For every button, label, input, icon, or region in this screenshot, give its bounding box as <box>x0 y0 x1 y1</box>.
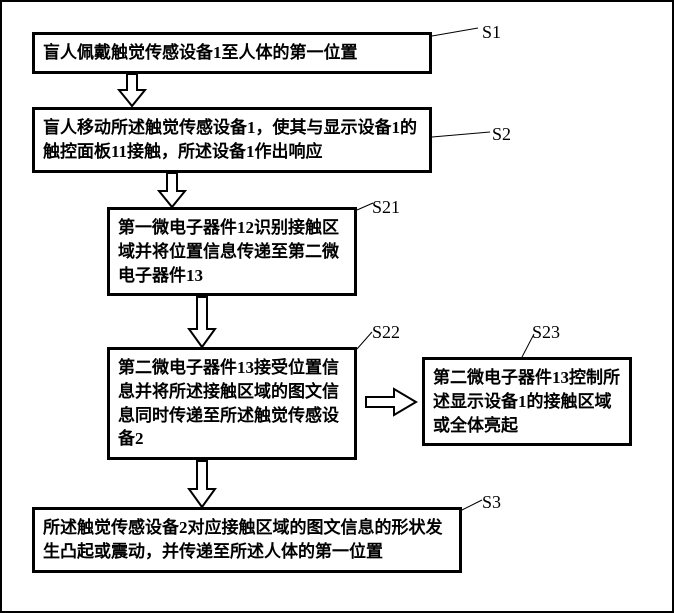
arrow-s22-s23 <box>364 387 419 422</box>
flowchart-node-s21: 第一微电子器件12识别接触区域并将位置信息传递至第二微电子器件13 <box>107 207 357 296</box>
flowchart-node-s23: 第二微电子器件13控制所述显示设备1的接触区域或全体亮起 <box>422 357 632 446</box>
flowchart-node-s1: 盲人佩戴触觉传感设备1至人体的第一位置 <box>32 32 432 74</box>
node-text: 第二微电子器件13接受位置信息并将所述接触区域的图文信息同时传递至所述触觉传感设… <box>118 358 339 448</box>
flowchart-node-s22: 第二微电子器件13接受位置信息并将所述接触区域的图文信息同时传递至所述触觉传感设… <box>107 347 357 460</box>
arrow-s21-s22 <box>187 295 217 349</box>
flowchart-node-s2: 盲人移动所述触觉传感设备1，使其与显示设备1的触控面板11接触，所述设备1作出响… <box>32 107 432 173</box>
node-text: 盲人移动所述触觉传感设备1，使其与显示设备1的触控面板11接触，所述设备1作出响… <box>43 118 417 161</box>
label-connector-s22 <box>352 322 377 352</box>
label-connector-s2 <box>430 122 495 142</box>
node-text: 盲人佩戴触觉传感设备1至人体的第一位置 <box>43 43 358 62</box>
label-connector-s23 <box>512 322 537 360</box>
flowchart-node-s3: 所述触觉传感设备2对应接触区域的图文信息的形状发生凸起或震动，并传递至所述人体的… <box>32 507 462 573</box>
arrow-s22-s3 <box>187 459 217 509</box>
arrow-s2-s21 <box>157 171 187 209</box>
node-text: 所述触觉传感设备2对应接触区域的图文信息的形状发生凸起或震动，并传递至所述人体的… <box>43 518 443 561</box>
label-connector-s3 <box>458 492 488 512</box>
node-text: 第一微电子器件12识别接触区域并将位置信息传递至第二微电子器件13 <box>118 218 339 285</box>
label-connector-s1 <box>428 20 488 40</box>
label-connector-s21 <box>355 197 380 212</box>
arrow-s1-s2 <box>117 72 147 108</box>
node-text: 第二微电子器件13控制所述显示设备1的接触区域或全体亮起 <box>433 368 620 435</box>
